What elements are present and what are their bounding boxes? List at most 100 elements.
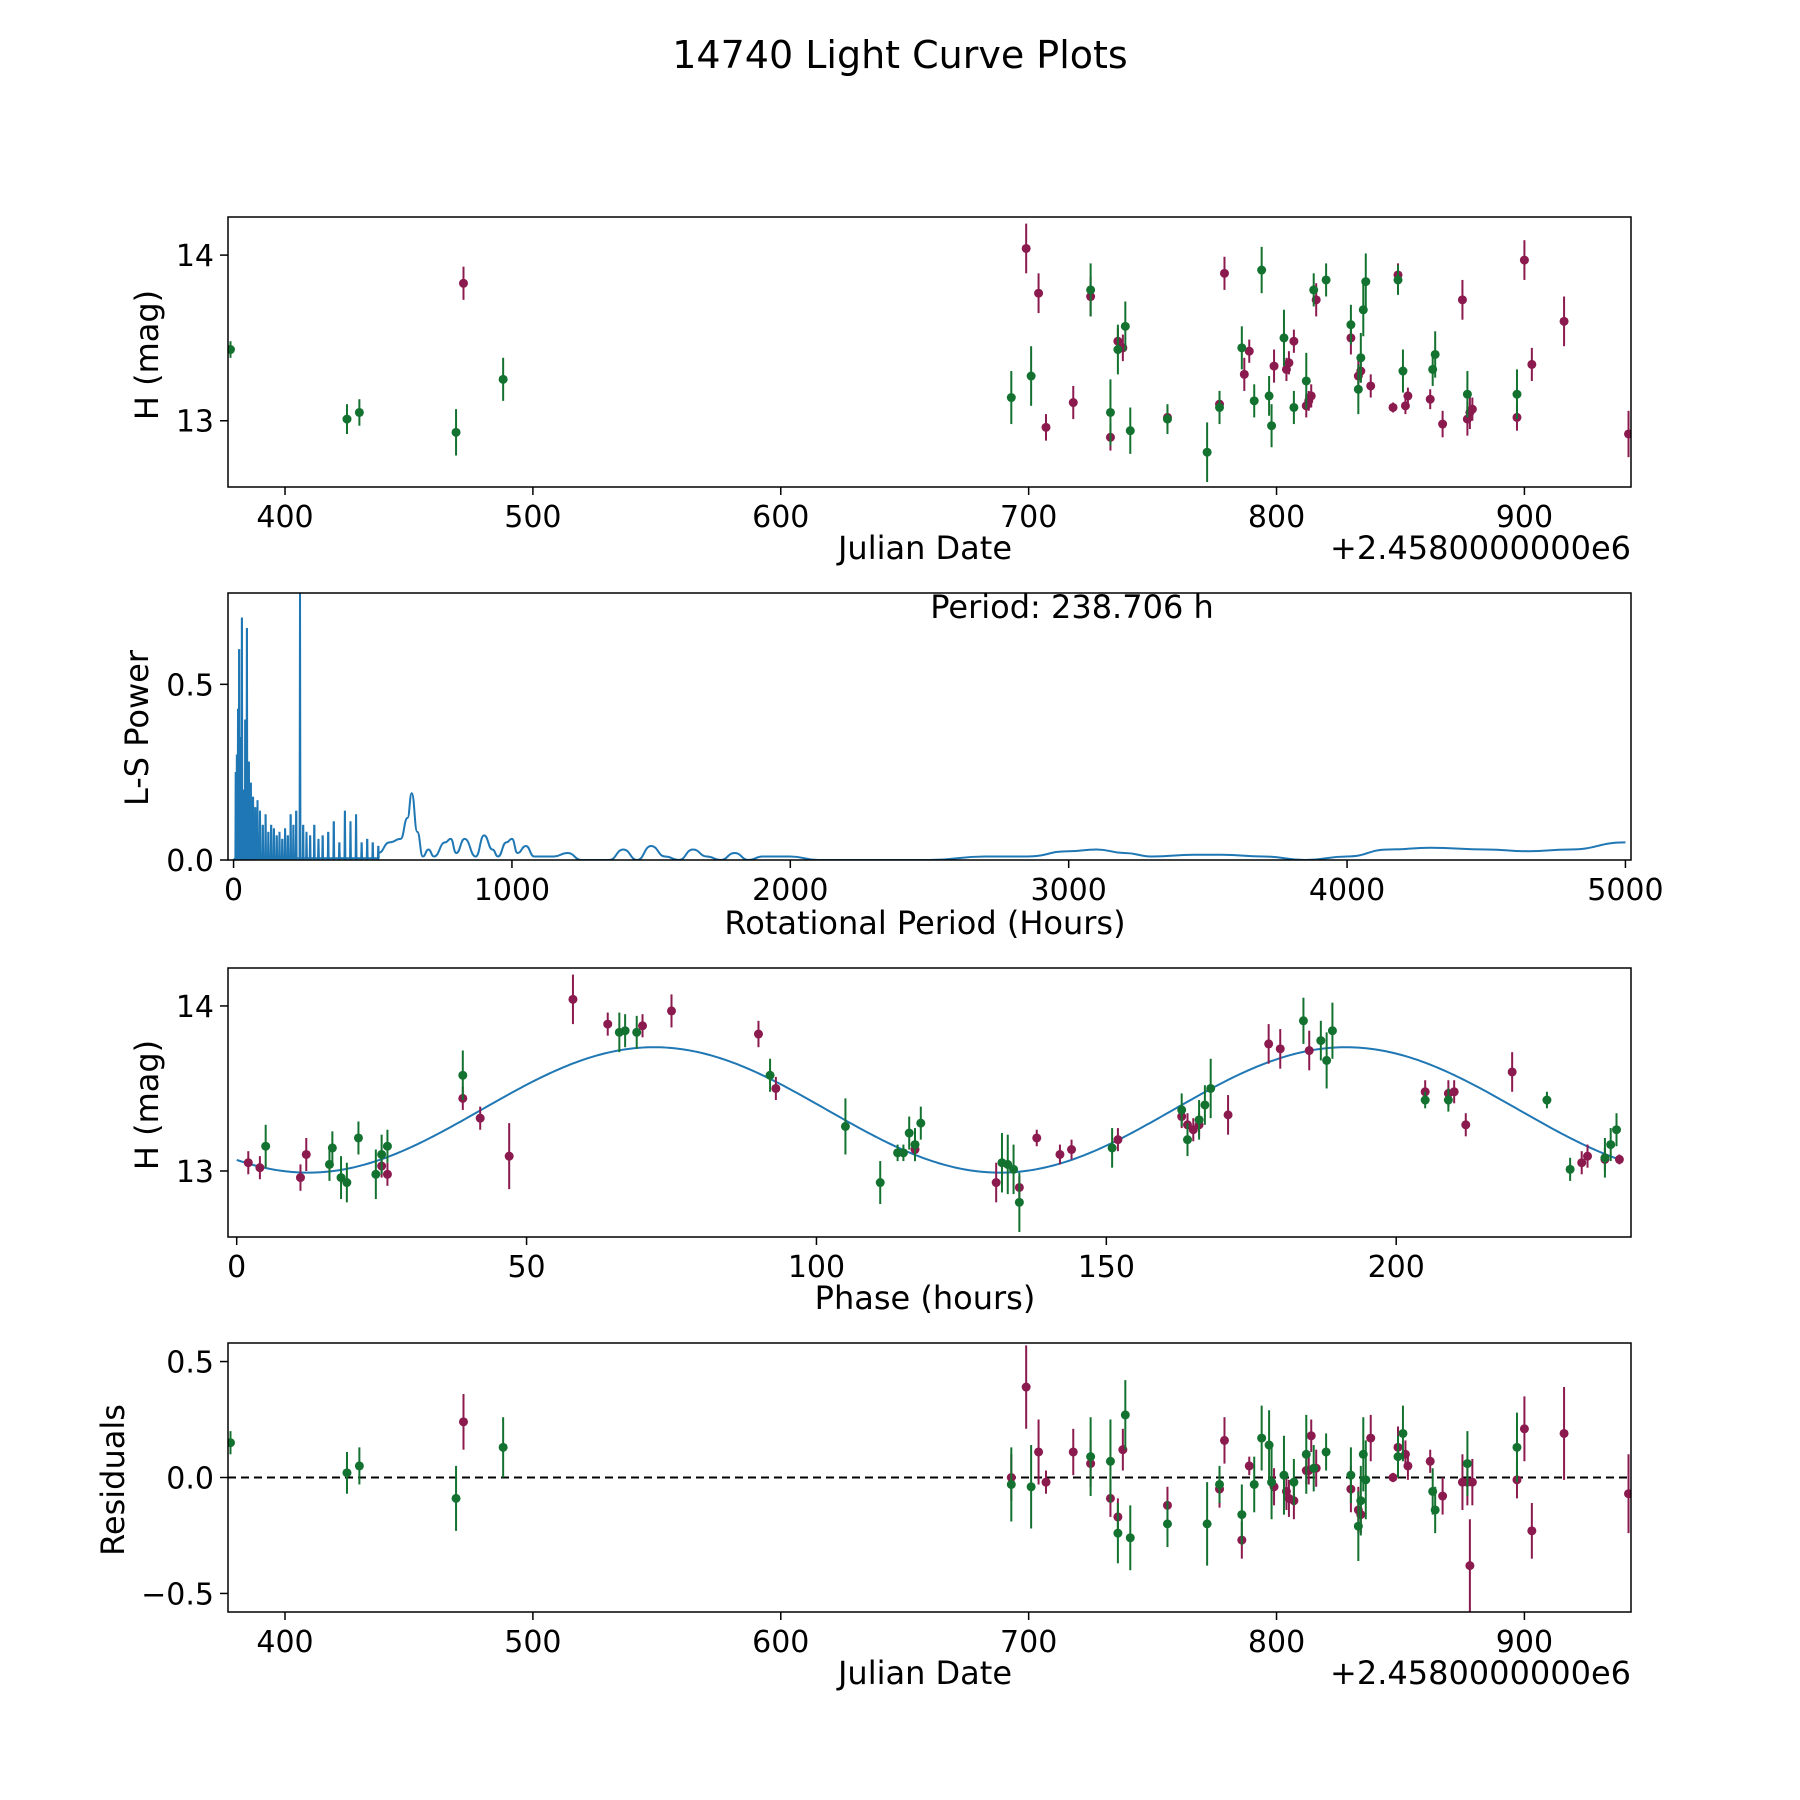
p4-filter-A-point — [1519, 1424, 1529, 1434]
panel-residuals-offset: +2.4580000000e6 — [1330, 1654, 1631, 1692]
p4-filter-A-point — [1438, 1491, 1448, 1501]
p3-filter-B-point — [1014, 1197, 1024, 1207]
p1-filter-A-point — [1068, 398, 1078, 408]
p3-filter-A-point — [568, 994, 578, 1004]
p4-axes: 400 500 600 700 800 900 0.5 0.0 −0.5 — [141, 1346, 1553, 1660]
p3-filter-A-point — [603, 1019, 613, 1029]
p1-ytick-label: 14 — [176, 239, 214, 274]
p1-filter-B-point — [1264, 391, 1274, 401]
p1-filter-A-point — [1289, 336, 1299, 346]
p3-filter-B-point — [1200, 1100, 1210, 1110]
p1-filter-A-point — [1527, 359, 1537, 369]
p3-frame — [227, 967, 1632, 1238]
p3-filter-A-point — [1275, 1044, 1285, 1054]
p1-filter-B-point — [1026, 371, 1036, 381]
p4-filter-A-point — [1366, 1433, 1376, 1443]
p1-filter-A-point — [1244, 346, 1254, 356]
p4-filter-A-point — [1467, 1477, 1477, 1487]
p1-filter-A-point — [1041, 422, 1051, 432]
p3-ytick-label: 13 — [176, 1155, 214, 1190]
p3-filter-B-point — [1327, 1026, 1337, 1036]
p1-filter-B-point — [1512, 389, 1522, 399]
p4-filter-B-point — [1279, 1470, 1289, 1480]
p1-filter-A-point — [1388, 402, 1398, 412]
p4-filter-A-point — [1527, 1526, 1537, 1536]
p1-filter-A-point — [1034, 288, 1044, 298]
p2-axes: 0 1000 2000 3000 4000 5000 0.0 0.5 — [166, 668, 1663, 908]
panel-periodogram-ylabel: L-S Power — [118, 649, 156, 806]
p1-axes: 400 500 600 700 800 900 13 14 — [176, 239, 1553, 535]
p3-filter-B-point — [353, 1133, 363, 1143]
p2-xtick-label: 2000 — [752, 873, 828, 908]
p1-filter-A-point — [1467, 404, 1477, 414]
p1-filter-B-point — [1215, 402, 1225, 412]
p1-filter-B-point — [1267, 421, 1277, 431]
p3-filter-A-point — [1449, 1087, 1459, 1097]
p4-filter-A-point — [1041, 1477, 1051, 1487]
p3-filter-A-point — [295, 1173, 305, 1183]
panel-residuals-xlabel: Julian Date — [836, 1654, 1012, 1692]
p1-filter-B-point — [1113, 345, 1123, 355]
p3-filter-B-point — [904, 1128, 914, 1138]
p3-filter-B-point — [875, 1178, 885, 1188]
p4-filter-B-point — [1398, 1428, 1408, 1438]
p3-filter-B-point — [1298, 1016, 1308, 1026]
p1-filter-B-point — [1353, 384, 1363, 394]
p1-filter-A-point — [1438, 419, 1448, 429]
p3-filter-B-point — [342, 1178, 352, 1188]
p1-xtick-label: 600 — [752, 500, 809, 535]
p1-filter-A-point — [1021, 243, 1031, 253]
p1-filter-B-point — [342, 414, 352, 424]
p4-filter-A-point — [1403, 1461, 1413, 1471]
p1-filter-B-point — [1356, 353, 1366, 363]
p1-xtick-label: 500 — [504, 500, 561, 535]
p3-filter-A-point — [638, 1021, 648, 1031]
p4-filter-B-point — [1356, 1496, 1366, 1506]
p2-xtick-label: 3000 — [1031, 873, 1107, 908]
p4-filter-B-point — [1393, 1452, 1403, 1462]
p3-filter-B-point — [910, 1140, 920, 1150]
p3-filter-A-point — [1583, 1151, 1593, 1161]
p4-xtick-label: 500 — [504, 1625, 561, 1660]
p4-ytick-label: −0.5 — [141, 1577, 214, 1612]
panel-periodogram-xlabel: Rotational Period (Hours) — [724, 904, 1125, 942]
p3-filter-A-point — [1067, 1145, 1077, 1155]
p4-filter-A-point — [1034, 1447, 1044, 1457]
p4-filter-A-point — [458, 1417, 468, 1427]
p3-ytick-label: 14 — [176, 990, 214, 1025]
p3-filter-B-point — [898, 1148, 908, 1158]
p3-filter-A-point — [1507, 1067, 1517, 1077]
p2-xtick-label: 5000 — [1587, 873, 1663, 908]
p4-xtick-label: 700 — [1000, 1625, 1057, 1660]
p1-filter-B-point — [1393, 275, 1403, 285]
p1-filter-B-point — [1289, 402, 1299, 412]
p4-filter-A-point — [1021, 1382, 1031, 1392]
p1-filter-B-point — [354, 407, 364, 417]
p3-filter-B-point — [916, 1118, 926, 1128]
p1-filter-B-point — [1430, 349, 1440, 359]
p1-xtick-label: 700 — [1000, 500, 1057, 535]
p4-filter-B-point — [1361, 1475, 1371, 1485]
p4-filter-B-point — [1120, 1410, 1130, 1420]
p3-filter-A-point — [255, 1163, 265, 1173]
p3-filter-A-point — [991, 1178, 1001, 1188]
p4-filter-A-point — [1388, 1473, 1398, 1482]
p2-xtick-label: 1000 — [474, 873, 550, 908]
p1-xtick-label: 800 — [1248, 500, 1305, 535]
p1-points — [228, 223, 1631, 483]
p4-ytick-label: 0.5 — [166, 1346, 214, 1381]
p4-filter-B-point — [1202, 1519, 1212, 1529]
p3-filter-B-point — [327, 1143, 337, 1153]
p3-filter-B-point — [1009, 1164, 1019, 1174]
p4-filter-B-point — [1257, 1433, 1267, 1443]
p3-xtick-label: 200 — [1368, 1250, 1425, 1285]
p3-filter-A-point — [1577, 1158, 1587, 1168]
p3-filter-B-point — [261, 1141, 271, 1151]
panel-light-curve: H (mag) Julian Date +2.4580000000e6 — [128, 290, 1631, 567]
p4-filter-B-point — [1321, 1447, 1331, 1457]
p3-xtick-label: 0 — [227, 1250, 246, 1285]
p1-filter-A-point — [1624, 429, 1631, 439]
period-annotation: Period: 238.706 h — [930, 588, 1214, 626]
p4-filter-B-point — [1113, 1528, 1123, 1538]
